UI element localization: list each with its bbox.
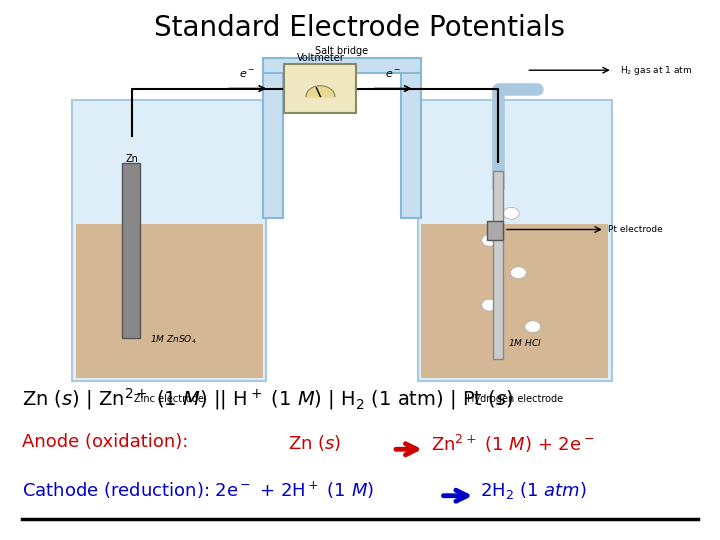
Circle shape (482, 299, 498, 311)
Text: H$_2$ gas at 1 atm: H$_2$ gas at 1 atm (620, 64, 692, 77)
Bar (263, 68, 283, 218)
Bar (122, 164, 140, 338)
Text: Zn$^{2+}$ (1 $M$) + 2e$^-$: Zn$^{2+}$ (1 $M$) + 2e$^-$ (431, 433, 594, 455)
Text: Zn ($s$) | Zn$^{2+}$ (1 $M$) || H$^+$ (1 $M$) | H$_2$ (1 atm) | Pt ($s$): Zn ($s$) | Zn$^{2+}$ (1 $M$) || H$^+$ (1… (22, 386, 513, 412)
Text: Pt electrode: Pt electrode (608, 225, 663, 234)
Bar (493, 171, 503, 359)
Text: 1$M$ HCl: 1$M$ HCl (508, 338, 541, 348)
Circle shape (482, 234, 498, 246)
Text: Hydrogen electrode: Hydrogen electrode (467, 394, 563, 404)
Text: Zinc electrode: Zinc electrode (134, 394, 204, 404)
Text: Standard Electrode Potentials: Standard Electrode Potentials (155, 14, 565, 42)
Bar (487, 221, 503, 240)
Circle shape (525, 321, 541, 333)
Text: 2H$_2$ (1 $atm$): 2H$_2$ (1 $atm$) (480, 480, 587, 501)
FancyBboxPatch shape (418, 100, 612, 381)
Bar (263, 58, 421, 73)
Text: $e^-$: $e^-$ (240, 69, 256, 80)
FancyBboxPatch shape (72, 100, 266, 381)
Text: Voltmeter: Voltmeter (297, 53, 344, 63)
Text: $e^-$: $e^-$ (385, 69, 401, 80)
Bar (76, 224, 263, 378)
Bar (421, 224, 608, 378)
Text: Cathode (reduction): 2e$^-$ + 2H$^+$ (1 $M$): Cathode (reduction): 2e$^-$ + 2H$^+$ (1 … (22, 480, 374, 501)
Circle shape (510, 267, 526, 279)
Text: Zn ($s$): Zn ($s$) (288, 433, 341, 453)
Circle shape (503, 207, 519, 219)
Text: Zn: Zn (125, 154, 138, 165)
Text: Salt bridge: Salt bridge (315, 45, 369, 56)
Bar (401, 68, 421, 218)
Text: 1$M$ ZnSO$_4$: 1$M$ ZnSO$_4$ (150, 333, 197, 346)
FancyBboxPatch shape (284, 64, 356, 113)
Text: Anode (oxidation):: Anode (oxidation): (22, 433, 188, 451)
